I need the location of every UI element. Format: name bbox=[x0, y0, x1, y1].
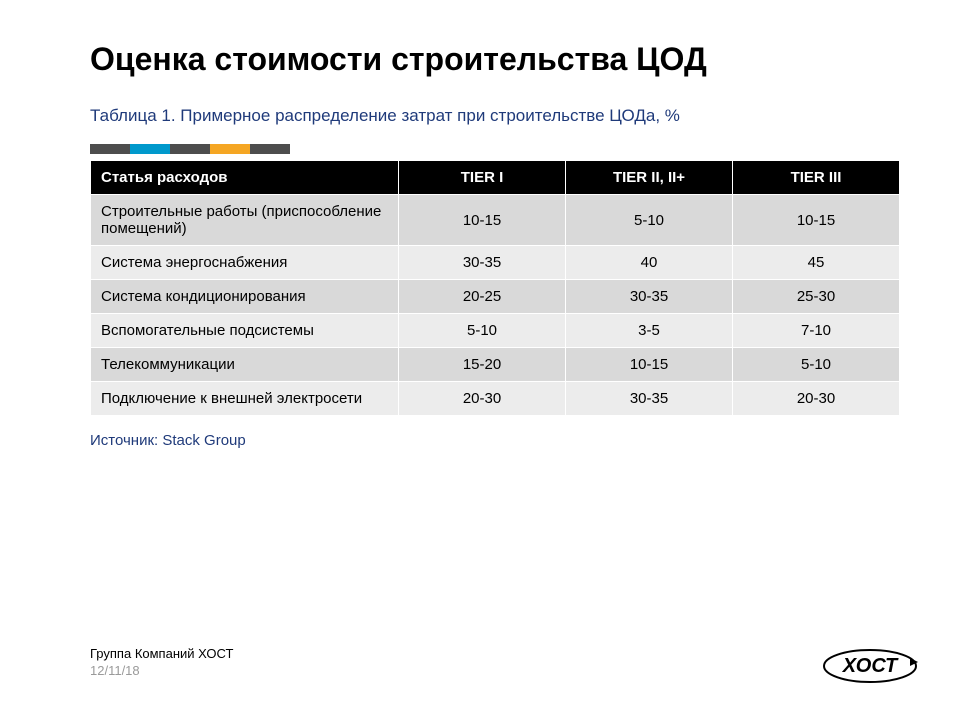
cell-tier2: 30-35 bbox=[566, 280, 733, 314]
footer: Группа Компаний ХОСТ 12/11/18 bbox=[90, 646, 233, 680]
source-label: Источник: Stack Group bbox=[90, 432, 900, 449]
cell-tier3: 5-10 bbox=[733, 348, 900, 382]
cell-tier2: 5-10 bbox=[566, 195, 733, 246]
cell-tier1: 15-20 bbox=[399, 348, 566, 382]
cell-tier3: 7-10 bbox=[733, 314, 900, 348]
cell-tier3: 25-30 bbox=[733, 280, 900, 314]
slide-title: Оценка стоимости строительства ЦОД bbox=[90, 40, 900, 78]
cell-tier1: 10-15 bbox=[399, 195, 566, 246]
slide-subtitle: Таблица 1. Примерное распределение затра… bbox=[90, 106, 900, 126]
table-row: Подключение к внешней электросети 20-30 … bbox=[91, 382, 900, 416]
cell-tier3: 45 bbox=[733, 246, 900, 280]
cost-table: Статья расходов TIER I TIER II, II+ TIER… bbox=[90, 160, 900, 416]
decorative-blocks bbox=[90, 144, 290, 154]
cell-expense: Система энергоснабжения bbox=[91, 246, 399, 280]
table-row: Телекоммуникации 15-20 10-15 5-10 bbox=[91, 348, 900, 382]
cell-tier2: 3-5 bbox=[566, 314, 733, 348]
block-1 bbox=[90, 144, 130, 154]
table-row: Система энергоснабжения 30-35 40 45 bbox=[91, 246, 900, 280]
footer-date: 12/11/18 bbox=[90, 663, 233, 680]
cell-expense: Строительные работы (приспособление поме… bbox=[91, 195, 399, 246]
cell-tier2: 40 bbox=[566, 246, 733, 280]
table-row: Строительные работы (приспособление поме… bbox=[91, 195, 900, 246]
cell-expense: Система кондиционирования bbox=[91, 280, 399, 314]
table-row: Система кондиционирования 20-25 30-35 25… bbox=[91, 280, 900, 314]
cell-tier1: 20-25 bbox=[399, 280, 566, 314]
cell-tier2: 30-35 bbox=[566, 382, 733, 416]
cell-tier1: 30-35 bbox=[399, 246, 566, 280]
col-header-expense: Статья расходов bbox=[91, 161, 399, 195]
block-2 bbox=[130, 144, 170, 154]
cell-expense: Подключение к внешней электросети bbox=[91, 382, 399, 416]
cell-expense: Вспомогательные подсистемы bbox=[91, 314, 399, 348]
block-4 bbox=[210, 144, 250, 154]
block-3 bbox=[170, 144, 210, 154]
col-header-tier2: TIER II, II+ bbox=[566, 161, 733, 195]
cell-tier1: 20-30 bbox=[399, 382, 566, 416]
col-header-tier1: TIER I bbox=[399, 161, 566, 195]
logo-host: ХОСТ bbox=[820, 638, 920, 688]
col-header-tier3: TIER III bbox=[733, 161, 900, 195]
block-5 bbox=[250, 144, 290, 154]
cell-tier1: 5-10 bbox=[399, 314, 566, 348]
logo-text: ХОСТ bbox=[842, 655, 899, 677]
cell-tier3: 10-15 bbox=[733, 195, 900, 246]
cell-tier3: 20-30 bbox=[733, 382, 900, 416]
footer-company: Группа Компаний ХОСТ bbox=[90, 646, 233, 663]
table-header-row: Статья расходов TIER I TIER II, II+ TIER… bbox=[91, 161, 900, 195]
cell-tier2: 10-15 bbox=[566, 348, 733, 382]
slide: Оценка стоимости строительства ЦОД Табли… bbox=[0, 0, 960, 720]
table-row: Вспомогательные подсистемы 5-10 3-5 7-10 bbox=[91, 314, 900, 348]
cell-expense: Телекоммуникации bbox=[91, 348, 399, 382]
